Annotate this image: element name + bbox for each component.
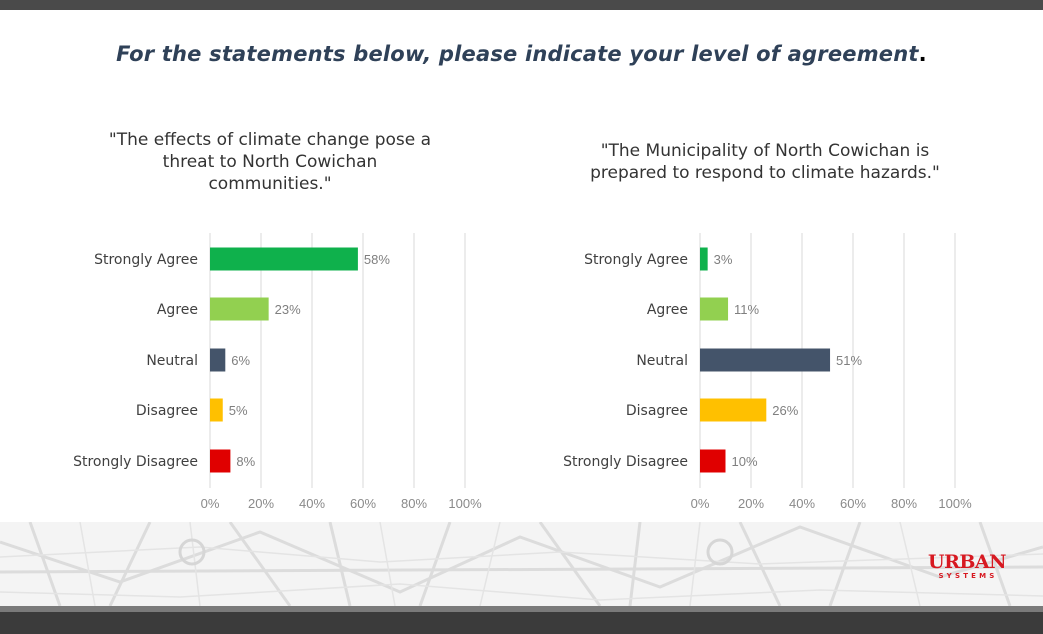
category-label: Strongly Disagree xyxy=(73,454,198,470)
logo-subtitle: SYSTEMS xyxy=(938,572,998,580)
x-tick-label: 80% xyxy=(891,496,917,511)
heading-text: For the statements below, please indicat… xyxy=(116,42,919,66)
top-border xyxy=(0,0,1043,10)
urban-systems-logo: URBAN SYSTEMS xyxy=(928,551,1007,581)
x-tick-label: 80% xyxy=(401,496,427,511)
street-map-background xyxy=(0,522,1043,606)
x-tick-label: 60% xyxy=(840,496,866,511)
bar xyxy=(210,247,358,271)
data-label: 23% xyxy=(275,302,301,317)
data-label: 5% xyxy=(229,403,248,418)
category-label: Agree xyxy=(157,302,198,318)
x-tick-label: 0% xyxy=(201,496,220,511)
chart-1-title-line: communities." xyxy=(208,174,332,194)
bottom-border xyxy=(0,606,1043,634)
bar xyxy=(700,398,767,422)
data-label: 8% xyxy=(236,454,255,469)
chart-2-title: "The Municipality of North Cowichan is p… xyxy=(555,140,975,184)
bar xyxy=(700,297,729,321)
data-label: 11% xyxy=(734,302,759,317)
logo-word: URBAN xyxy=(928,551,1007,573)
data-label: 51% xyxy=(836,353,862,368)
data-label: 58% xyxy=(364,252,390,267)
category-label: Strongly Disagree xyxy=(563,454,688,470)
chart-2-title-line: prepared to respond to climate hazards." xyxy=(590,163,940,183)
category-label: Strongly Agree xyxy=(584,252,688,268)
bar xyxy=(210,449,231,473)
x-tick-label: 40% xyxy=(299,496,325,511)
roundabout-icon xyxy=(178,538,206,566)
x-tick-label: 100% xyxy=(938,496,972,511)
bar xyxy=(700,348,831,372)
bar xyxy=(210,348,226,372)
category-label: Disagree xyxy=(626,403,688,419)
chart-1-title-line: "The effects of climate change pose a xyxy=(108,130,432,150)
data-label: 10% xyxy=(732,454,758,469)
bar xyxy=(700,449,726,473)
chart-2-title-line: "The Municipality of North Cowichan is xyxy=(600,141,930,161)
x-tick-label: 20% xyxy=(248,496,274,511)
bar xyxy=(700,247,708,271)
category-label: Disagree xyxy=(136,403,198,419)
chart-1-title-line: threat to North Cowichan xyxy=(162,152,378,172)
bar xyxy=(210,297,269,321)
category-label: Agree xyxy=(647,302,688,318)
x-tick-label: 20% xyxy=(738,496,764,511)
x-tick-label: 0% xyxy=(691,496,710,511)
x-tick-label: 100% xyxy=(448,496,482,511)
data-label: 26% xyxy=(772,403,798,418)
heading-period: . xyxy=(918,42,927,66)
category-label: Strongly Agree xyxy=(94,252,198,268)
category-label: Neutral xyxy=(146,353,198,369)
bar xyxy=(210,398,223,422)
data-label: 6% xyxy=(231,353,250,368)
roundabout-icon xyxy=(706,538,734,566)
chart-1-title: "The effects of climate change pose a th… xyxy=(90,129,450,195)
page-heading: For the statements below, please indicat… xyxy=(0,42,1043,66)
category-label: Neutral xyxy=(636,353,688,369)
x-tick-label: 40% xyxy=(789,496,815,511)
data-label: 3% xyxy=(714,252,733,267)
x-tick-label: 60% xyxy=(350,496,376,511)
bar-charts: 0% 20% 40% 60% 80% 100% Strongly Agree 58% Agree… xyxy=(73,233,972,511)
